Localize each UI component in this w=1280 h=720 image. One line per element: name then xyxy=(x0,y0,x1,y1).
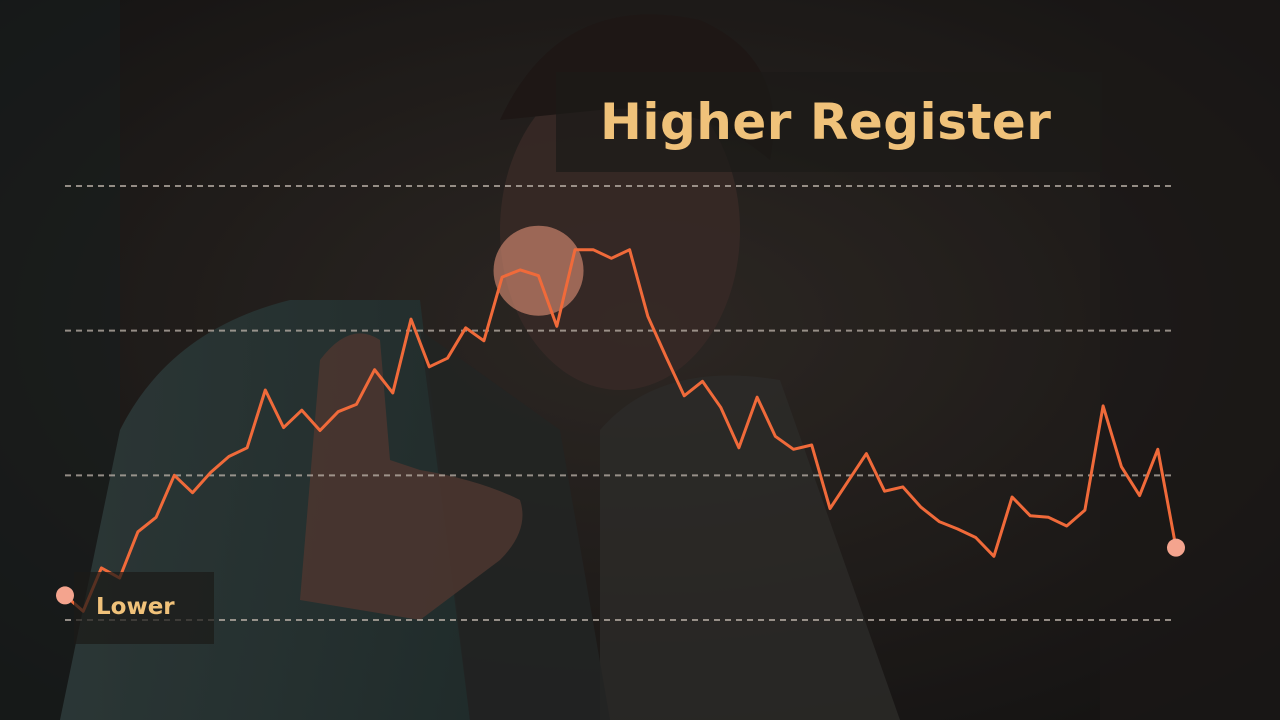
series-line xyxy=(63,248,1178,613)
highlight-group xyxy=(493,225,584,316)
start-point-marker xyxy=(56,586,74,605)
endpoint-group xyxy=(56,538,1185,605)
higher-register-text: Higher Register xyxy=(600,93,1052,151)
lower-register-label: Lower xyxy=(74,572,214,644)
series-group xyxy=(63,248,1178,613)
higher-register-label: Higher Register xyxy=(556,72,1102,172)
peak-highlight-circle xyxy=(493,225,584,316)
gridlines xyxy=(65,185,1176,621)
lower-register-text: Lower xyxy=(96,594,175,620)
end-point-marker xyxy=(1167,538,1185,557)
